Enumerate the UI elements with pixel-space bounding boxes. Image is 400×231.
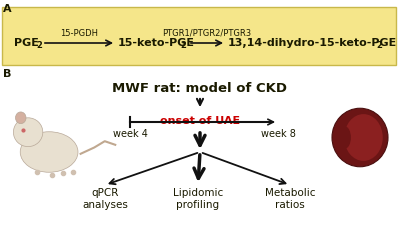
Text: A: A xyxy=(3,4,12,14)
Ellipse shape xyxy=(16,112,26,124)
Text: PTGR1/PTGR2/PTGR3: PTGR1/PTGR2/PTGR3 xyxy=(162,28,252,37)
Ellipse shape xyxy=(344,114,383,161)
Ellipse shape xyxy=(332,108,388,167)
Ellipse shape xyxy=(20,132,78,172)
Text: 13,14-dihydro-15-keto-PGE: 13,14-dihydro-15-keto-PGE xyxy=(228,38,397,48)
Text: week 4: week 4 xyxy=(112,129,148,139)
Text: 15-keto-PGE: 15-keto-PGE xyxy=(118,38,195,48)
Ellipse shape xyxy=(13,118,43,147)
Text: PGE: PGE xyxy=(14,38,39,48)
Text: Metabolic
ratios: Metabolic ratios xyxy=(265,188,315,210)
Text: week 8: week 8 xyxy=(260,129,296,139)
Text: Lipidomic
profiling: Lipidomic profiling xyxy=(173,188,223,210)
Text: 15-PGDH: 15-PGDH xyxy=(60,28,98,37)
Text: onset of UAE: onset of UAE xyxy=(160,116,240,126)
Text: 2: 2 xyxy=(376,42,382,51)
Text: 2: 2 xyxy=(180,42,186,51)
Text: MWF rat: model of CKD: MWF rat: model of CKD xyxy=(112,82,288,95)
Text: B: B xyxy=(3,69,11,79)
Text: qPCR
analyses: qPCR analyses xyxy=(82,188,128,210)
Ellipse shape xyxy=(338,126,351,149)
Bar xyxy=(2,7,396,65)
Text: 2: 2 xyxy=(36,42,42,51)
